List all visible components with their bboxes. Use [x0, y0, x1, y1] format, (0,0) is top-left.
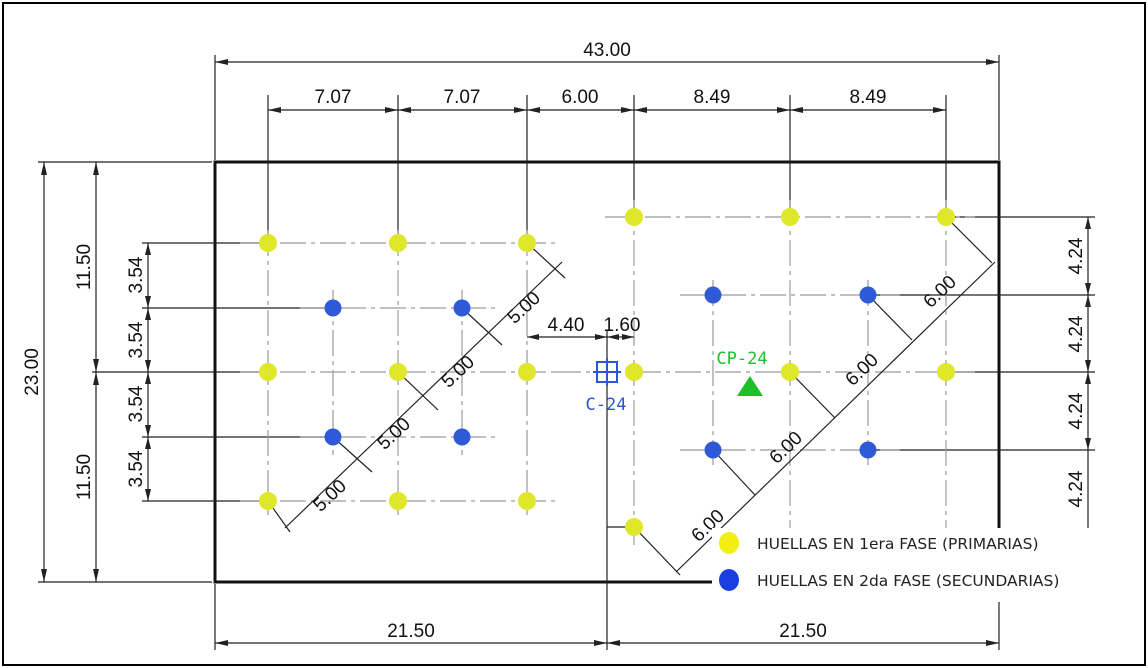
dim-right-row-2: 4.24	[1066, 315, 1087, 352]
primary-dot	[259, 363, 277, 381]
secondary-dot	[453, 428, 471, 446]
dim-bottom-half-left: 21.50	[387, 621, 435, 642]
dim-left-diag-3: 5.00	[438, 352, 479, 393]
primary-dot	[781, 363, 799, 381]
secondary-dot	[859, 441, 877, 459]
primary-dot	[518, 363, 536, 381]
primary-dot	[625, 518, 643, 536]
dim-center-offset-right: 1.60	[604, 315, 641, 336]
secondary-dot	[453, 299, 471, 317]
dim-right-diag-4: 6.00	[920, 272, 961, 313]
dim-left-rows: 3.54 3.54 3.54 3.54	[126, 243, 151, 501]
dim-top-seg-3: 6.00	[562, 87, 599, 108]
legend: HUELLAS EN 1era FASE (PRIMARIAS) HUELLAS…	[712, 528, 1122, 602]
secondary-footprints	[324, 286, 877, 459]
dim-left-row-3: 3.54	[126, 385, 147, 422]
dim-right-diag-3: 6.00	[842, 350, 883, 391]
primary-dot	[259, 234, 277, 252]
dim-top-seg-4: 8.49	[694, 87, 731, 108]
legend-secondary-label: HUELLAS EN 2da FASE (SECUNDARIAS)	[757, 572, 1059, 590]
dim-top-seg-1: 7.07	[315, 87, 352, 108]
primary-dot	[625, 363, 643, 381]
legend-primary-label: HUELLAS EN 1era FASE (PRIMARIAS)	[757, 535, 1039, 553]
primary-dot	[625, 208, 643, 226]
dim-left-diag-2: 5.00	[374, 414, 415, 455]
center-point-c24: C-24	[586, 358, 627, 415]
center-point-label: C-24	[586, 395, 627, 415]
primary-dot	[259, 492, 277, 510]
dim-right-rows: 4.24 4.24 4.24 4.24	[1066, 217, 1091, 530]
dim-half-height-bottom: 11.50	[74, 454, 95, 500]
dim-left-diag-4: 5.00	[504, 288, 545, 329]
dim-left-diag-1: 5.00	[310, 476, 351, 517]
primary-dot	[518, 492, 536, 510]
dim-total-width: 43.00	[215, 40, 999, 65]
dim-top-segments: 7.07 7.07 6.00 8.49 8.49	[268, 87, 946, 113]
secondary-dot	[704, 441, 722, 459]
dim-right-row-3: 4.24	[1066, 392, 1087, 429]
dim-half-height-top: 11.50	[74, 244, 95, 290]
primary-dot	[389, 363, 407, 381]
primary-dot	[781, 208, 799, 226]
primary-dot	[937, 208, 955, 226]
dim-bottom-halves: 21.50 21.50	[215, 621, 999, 646]
dim-center-offsets: 4.40 1.60	[527, 315, 640, 362]
dim-total-height-label: 23.00	[22, 348, 43, 396]
dim-bottom-half-right: 21.50	[779, 621, 827, 642]
primary-dot	[518, 234, 536, 252]
dim-left-row-4: 3.54	[126, 450, 147, 487]
legend-secondary-swatch	[719, 569, 739, 591]
dim-right-row-4: 4.24	[1066, 470, 1087, 507]
dim-half-heights: 11.50 11.50	[74, 162, 99, 582]
dim-total-height: 23.00	[22, 162, 47, 582]
primary-dot	[389, 234, 407, 252]
dim-left-row-2: 3.54	[126, 321, 147, 358]
dim-top-seg-5: 8.49	[850, 87, 887, 108]
dim-right-diag-2: 6.00	[766, 428, 807, 469]
cp-point-label: CP-24	[716, 349, 767, 369]
legend-primary-swatch	[719, 532, 739, 554]
dim-right-diagonal: 6.00 6.00 6.00 6.00	[633, 216, 996, 576]
secondary-dot	[324, 299, 342, 317]
primary-dot	[389, 492, 407, 510]
dim-center-offset-left: 4.40	[548, 315, 585, 336]
triangle-icon	[737, 376, 763, 396]
primary-dot	[937, 363, 955, 381]
primary-footprints	[259, 208, 955, 536]
dim-right-row-1: 4.24	[1066, 237, 1087, 274]
secondary-dot	[704, 286, 722, 304]
dim-left-row-1: 3.54	[126, 256, 147, 293]
cp-point-cp24: CP-24	[716, 349, 768, 396]
dim-total-width-label: 43.00	[583, 40, 631, 61]
secondary-dot	[859, 286, 877, 304]
dim-left-diagonal: 5.00 5.00 5.00 5.00	[267, 242, 566, 533]
dim-top-seg-2: 7.07	[444, 87, 481, 108]
secondary-dot	[324, 428, 342, 446]
